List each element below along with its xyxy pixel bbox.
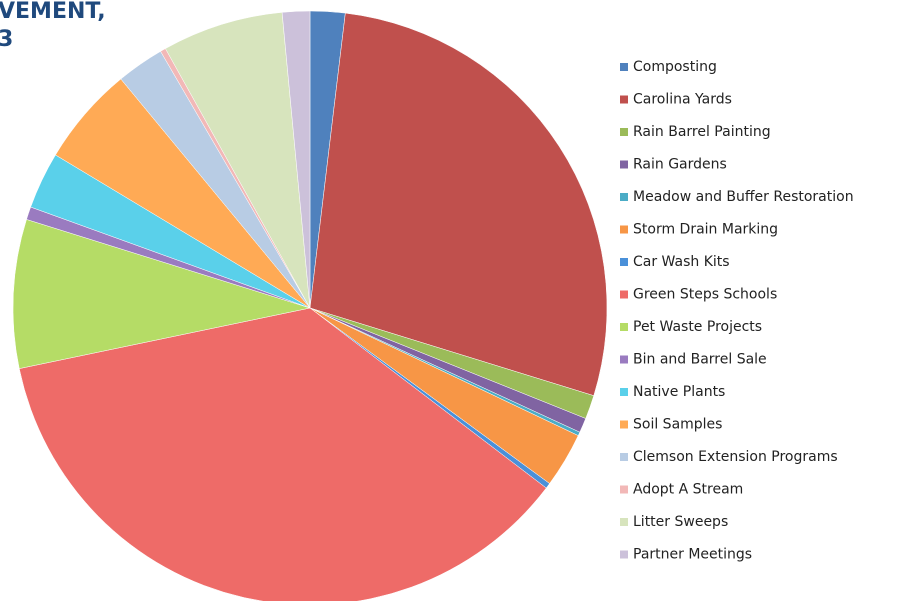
legend-swatch	[620, 95, 628, 104]
legend-swatch	[620, 388, 628, 396]
legend-swatch	[620, 420, 628, 429]
legend-label: Soil Samples	[633, 417, 722, 433]
legend-label: Car Wash Kits	[633, 254, 730, 270]
legend-swatch	[620, 225, 628, 234]
legend-swatch	[620, 258, 628, 266]
legend-swatch	[620, 518, 628, 526]
legend-label: Composting	[633, 59, 717, 75]
legend-label: Rain Gardens	[633, 157, 727, 173]
legend-swatch	[620, 290, 628, 299]
legend-swatch	[620, 128, 628, 136]
legend-swatch	[620, 323, 628, 331]
legend-label: Rain Barrel Painting	[633, 124, 771, 140]
legend-label: Bin and Barrel Sale	[633, 352, 767, 368]
legend-label: Adopt A Stream	[633, 482, 743, 498]
legend-label: Clemson Extension Programs	[633, 449, 838, 465]
legend-swatch	[620, 160, 628, 169]
legend-label: Litter Sweeps	[633, 514, 728, 530]
legend-label: Green Steps Schools	[633, 287, 777, 303]
legend-swatch	[620, 63, 628, 71]
legend-label: Partner Meetings	[633, 547, 752, 563]
pie-slice	[165, 12, 311, 309]
legend-swatch	[620, 355, 628, 364]
pie-slice	[18, 307, 547, 601]
legend-swatch	[620, 193, 628, 201]
legend-swatch	[620, 485, 628, 494]
pie-slice	[309, 12, 608, 397]
chart-title: 3	[0, 27, 13, 52]
pie-slice	[281, 10, 311, 309]
legend-swatch	[620, 453, 628, 461]
legend-label: Carolina Yards	[633, 92, 732, 108]
legend-swatch	[620, 550, 628, 559]
legend-label: Pet Waste Projects	[633, 319, 762, 335]
legend-label: Native Plants	[633, 384, 725, 400]
legend-label: Meadow and Buffer Restoration	[633, 189, 854, 205]
legend-label: Storm Drain Marking	[633, 222, 778, 238]
pie-slice	[12, 219, 311, 369]
chart-title: VEMENT,	[0, 0, 106, 24]
